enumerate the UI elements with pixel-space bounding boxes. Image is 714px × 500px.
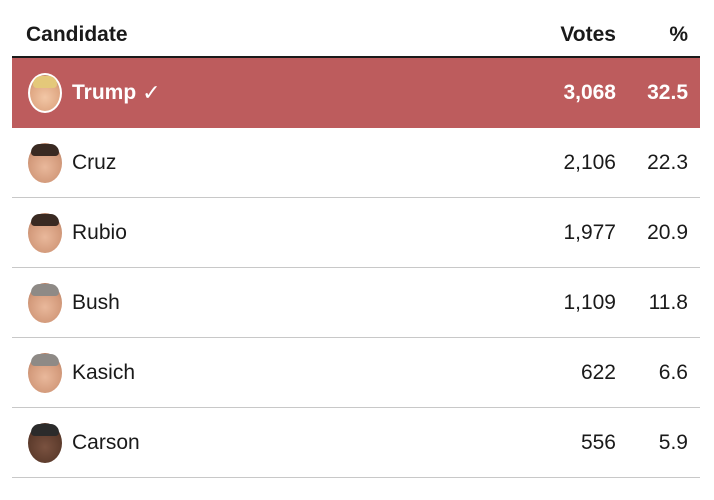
candidate-photo-bush — [28, 282, 62, 323]
candidate-name: Trump — [72, 80, 137, 104]
table-row-carson: Carson 556 5.9 — [12, 408, 700, 478]
candidate-photo-carson — [28, 422, 62, 463]
header-votes: Votes — [560, 23, 616, 46]
candidate-percent: 6.6 — [658, 360, 688, 384]
table-row-kasich: Kasich 622 6.6 — [12, 338, 700, 408]
table-header: Candidate Votes % — [12, 14, 700, 58]
candidate-votes: 1,977 — [563, 220, 616, 244]
table-row-bush: Bush 1,109 11.8 — [12, 268, 700, 338]
candidate-photo-kasich — [28, 352, 62, 393]
table-row-trump: Trump ✓ 3,068 32.5 — [12, 58, 700, 128]
table-row-rubio: Rubio 1,977 20.9 — [12, 198, 700, 268]
candidate-photo-rubio — [28, 212, 62, 253]
candidate-percent: 32.5 — [647, 80, 688, 104]
candidate-name: Rubio — [72, 220, 127, 244]
candidate-percent: 11.8 — [648, 290, 688, 314]
winner-check-icon: ✓ — [142, 79, 161, 105]
candidate-name: Carson — [72, 430, 140, 454]
candidate-votes: 2,106 — [563, 150, 616, 174]
candidate-name: Bush — [72, 290, 120, 314]
candidate-votes: 622 — [580, 360, 616, 384]
results-table: Candidate Votes % Trump ✓ 3,068 32.5 Cru… — [12, 14, 700, 478]
candidate-votes: 1,109 — [563, 290, 616, 314]
candidate-percent: 22.3 — [647, 150, 688, 174]
header-candidate: Candidate — [26, 23, 128, 46]
candidate-percent: 20.9 — [647, 220, 688, 244]
candidate-name: Cruz — [72, 150, 117, 174]
candidate-photo-cruz — [28, 142, 62, 183]
candidate-photo-trump — [28, 72, 62, 113]
candidate-name: Kasich — [72, 360, 136, 384]
candidate-votes: 3,068 — [563, 80, 616, 104]
header-percent: % — [669, 23, 688, 46]
table-row-cruz: Cruz 2,106 22.3 — [12, 128, 700, 198]
candidate-percent: 5.9 — [658, 430, 688, 454]
candidate-votes: 556 — [580, 430, 616, 454]
